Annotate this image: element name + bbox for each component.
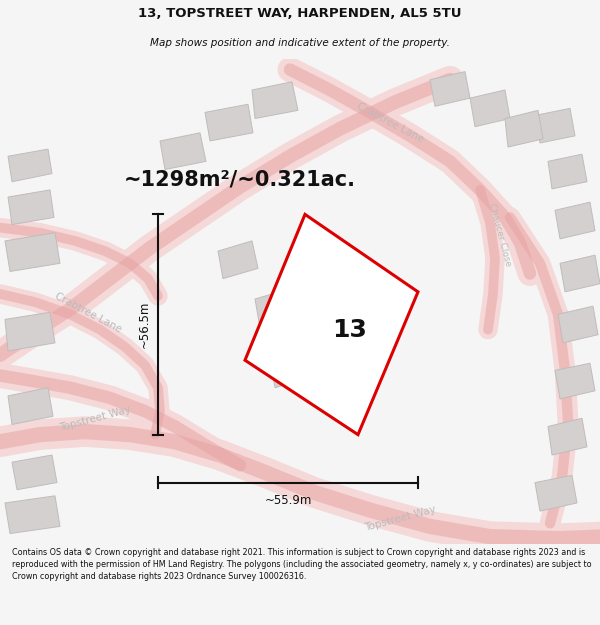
Polygon shape (5, 312, 55, 351)
Text: Chaucer Close: Chaucer Close (487, 202, 513, 268)
Text: Map shows position and indicative extent of the property.: Map shows position and indicative extent… (150, 38, 450, 48)
Text: Crabtree Lane: Crabtree Lane (355, 101, 425, 144)
Polygon shape (548, 154, 587, 189)
Polygon shape (270, 350, 310, 388)
Polygon shape (160, 132, 206, 169)
Polygon shape (8, 388, 53, 424)
Text: ~55.9m: ~55.9m (265, 494, 311, 508)
Text: Crabtree Lane: Crabtree Lane (53, 291, 123, 334)
Polygon shape (12, 455, 57, 490)
Polygon shape (558, 306, 598, 343)
Polygon shape (252, 82, 298, 119)
Polygon shape (5, 496, 60, 534)
Text: Topstreet Way: Topstreet Way (58, 404, 132, 432)
Polygon shape (8, 190, 54, 224)
Polygon shape (430, 72, 470, 106)
Polygon shape (5, 232, 60, 271)
Text: Topstreet Way: Topstreet Way (363, 504, 437, 532)
Polygon shape (555, 202, 595, 239)
Polygon shape (548, 418, 587, 455)
Polygon shape (205, 104, 253, 141)
Text: 13, TOPSTREET WAY, HARPENDEN, AL5 5TU: 13, TOPSTREET WAY, HARPENDEN, AL5 5TU (138, 6, 462, 19)
Polygon shape (245, 214, 418, 434)
Polygon shape (560, 255, 600, 292)
Text: ~56.5m: ~56.5m (137, 301, 151, 348)
Polygon shape (8, 149, 52, 182)
Polygon shape (255, 289, 296, 328)
Polygon shape (218, 241, 258, 279)
Polygon shape (555, 363, 595, 399)
Text: Contains OS data © Crown copyright and database right 2021. This information is : Contains OS data © Crown copyright and d… (12, 548, 592, 581)
Polygon shape (535, 476, 577, 511)
Text: 13: 13 (332, 318, 367, 342)
Polygon shape (535, 108, 575, 143)
Polygon shape (505, 111, 543, 147)
Polygon shape (470, 90, 510, 127)
Text: ~1298m²/~0.321ac.: ~1298m²/~0.321ac. (124, 170, 356, 190)
